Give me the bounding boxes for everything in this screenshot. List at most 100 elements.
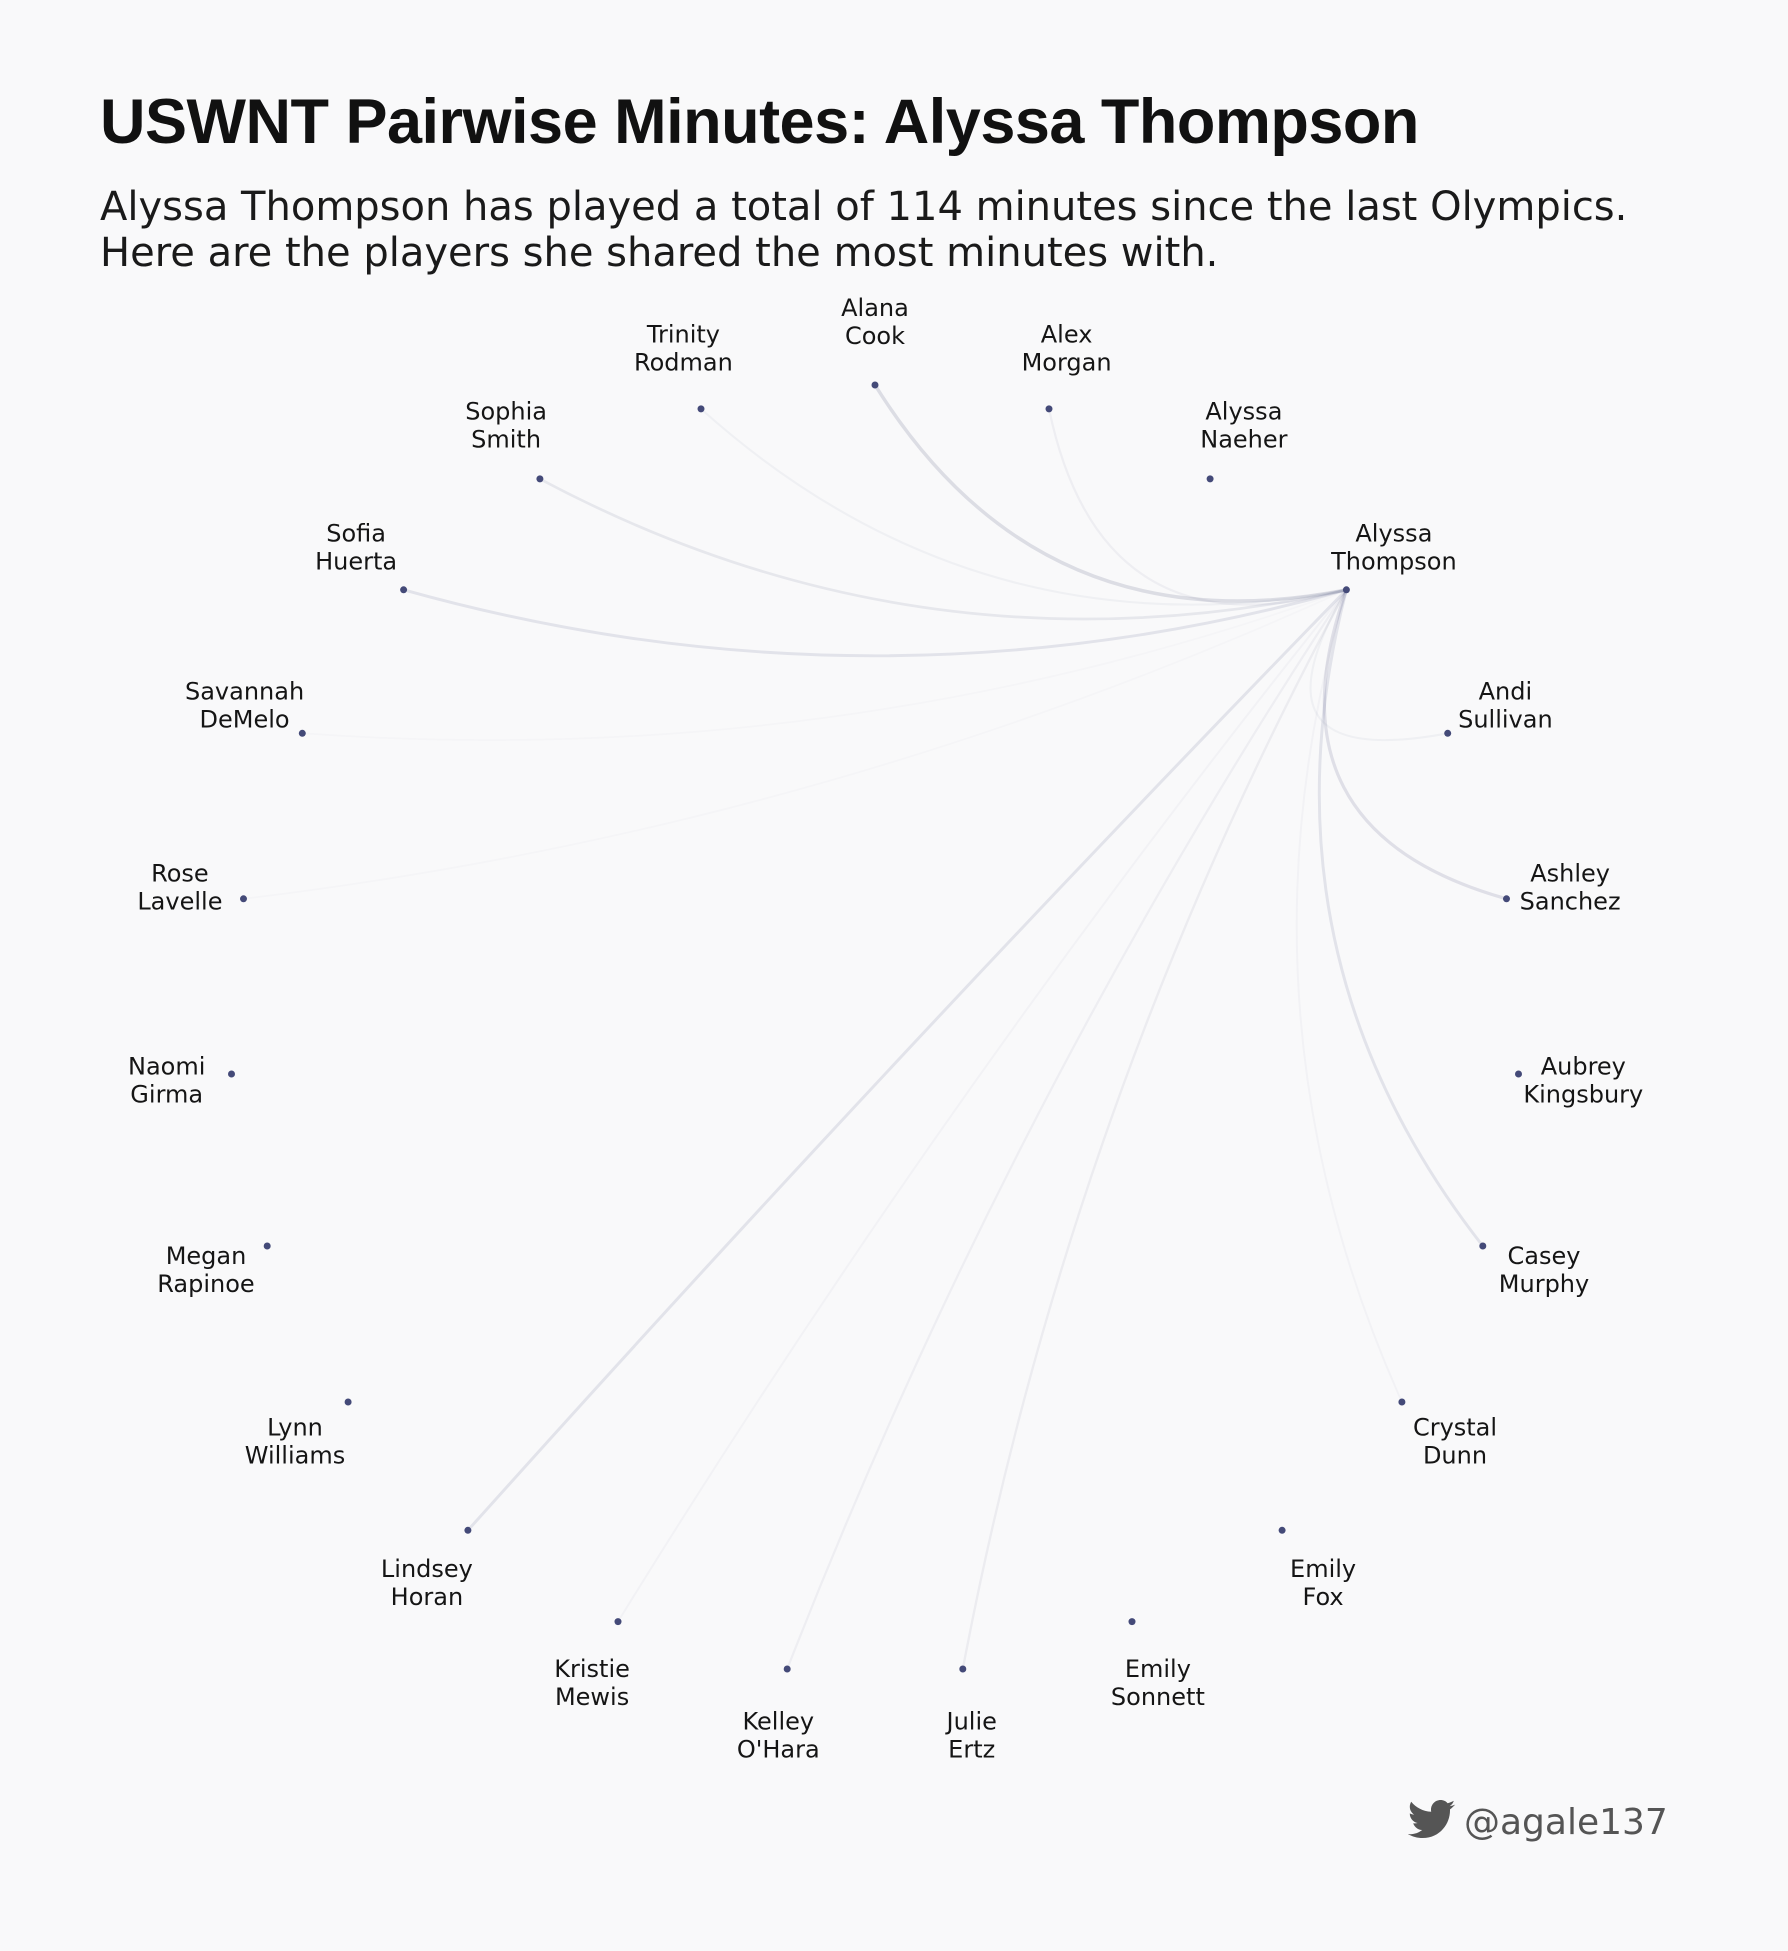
node-dot	[228, 1070, 235, 1078]
edge-ashley-sanchez	[1322, 588, 1509, 901]
node-casey-murphy: Casey Murphy	[1479, 1242, 1589, 1298]
node-last-name: Morgan	[1022, 348, 1112, 376]
node-last-name: Horan	[391, 1583, 464, 1611]
node-dot	[464, 1526, 472, 1534]
node-last-name: Sanchez	[1520, 888, 1621, 916]
edge-andi-sullivan	[1309, 588, 1449, 742]
node-label: Trinity Rodman	[634, 320, 733, 376]
node-dot	[1515, 1070, 1522, 1078]
node-emily-sonnett: Emily Sonnett	[1111, 1618, 1205, 1711]
node-last-name: Murphy	[1499, 1270, 1589, 1298]
node-label: Rose Lavelle	[137, 860, 222, 916]
node-label: Ashley Sanchez	[1520, 860, 1621, 916]
node-first-name: Megan	[166, 1242, 247, 1270]
node-lynn-williams: Lynn Williams	[245, 1398, 352, 1469]
node-crystal-dunn: Crystal Dunn	[1398, 1398, 1497, 1469]
node-label: Aubrey Kingsbury	[1523, 1053, 1643, 1109]
node-last-name: Kingsbury	[1523, 1081, 1643, 1109]
node-label: Kelley O'Hara	[737, 1707, 820, 1763]
node-last-name: Williams	[245, 1441, 345, 1469]
node-first-name: Julie	[945, 1707, 997, 1735]
edges-layer	[244, 383, 1509, 1671]
node-last-name: DeMelo	[200, 705, 290, 733]
node-sophia-smith: Sophia Smith	[465, 397, 547, 483]
node-sofia-huerta: Sofia Huerta	[315, 519, 408, 594]
node-label: Crystal Dunn	[1413, 1413, 1497, 1469]
node-dot	[697, 405, 705, 413]
node-alyssa-naeher: Alyssa Naeher	[1200, 397, 1288, 483]
edge-trinity-rodman	[699, 407, 1348, 606]
node-first-name: Naomi	[128, 1053, 205, 1081]
node-first-name: Andi	[1479, 677, 1533, 705]
edge-alana-cook	[873, 383, 1349, 603]
node-label: Emily Fox	[1290, 1555, 1356, 1611]
node-alex-morgan: Alex Morgan	[1022, 320, 1112, 413]
node-label: Savannah DeMelo	[185, 677, 304, 733]
node-last-name: Girma	[130, 1081, 203, 1109]
node-dot	[298, 729, 306, 737]
node-label: Julie Ertz	[945, 1707, 997, 1763]
node-last-name: Fox	[1303, 1583, 1344, 1611]
node-label: Alana Cook	[841, 294, 909, 350]
node-label: Sofia Huerta	[315, 519, 397, 575]
node-label: Lindsey Horan	[381, 1555, 473, 1611]
chart-title: USWNT Pairwise Minutes: Alyssa Thompson	[100, 87, 1419, 157]
node-dot	[1444, 729, 1452, 737]
node-first-name: Sophia	[465, 397, 547, 425]
edge-lindsey-horan	[466, 588, 1348, 1532]
node-first-name: Savannah	[185, 677, 304, 705]
node-first-name: Crystal	[1413, 1413, 1497, 1441]
edge-sofia-huerta	[402, 588, 1348, 658]
node-dot	[1503, 895, 1510, 903]
node-dot	[1342, 586, 1350, 594]
node-first-name: Kristie	[554, 1655, 630, 1683]
node-last-name: Rodman	[634, 348, 733, 376]
node-dot	[1206, 475, 1214, 483]
node-first-name: Emily	[1290, 1555, 1356, 1583]
node-julie-ertz: Julie Ertz	[945, 1665, 997, 1763]
node-first-name: Alyssa	[1205, 397, 1282, 425]
node-first-name: Lynn	[267, 1413, 323, 1441]
node-first-name: Trinity	[646, 320, 720, 348]
node-label: Lynn Williams	[245, 1413, 345, 1469]
node-label: Casey Murphy	[1499, 1242, 1589, 1298]
node-dot	[1398, 1398, 1406, 1406]
node-dot	[871, 381, 879, 389]
node-trinity-rodman: Trinity Rodman	[634, 320, 733, 413]
node-last-name: Cook	[845, 322, 905, 350]
node-dot	[240, 895, 247, 903]
author-credit: @agale137	[1407, 1800, 1668, 1844]
edge-crystal-dunn	[1295, 588, 1403, 1403]
edge-alex-morgan	[1047, 407, 1348, 606]
node-label: Alex Morgan	[1022, 320, 1112, 376]
node-emily-fox: Emily Fox	[1278, 1526, 1356, 1611]
node-first-name: Lindsey	[381, 1555, 473, 1583]
edge-kristie-mewis	[617, 588, 1348, 1623]
node-dot	[344, 1398, 352, 1406]
node-first-name: Kelley	[742, 1707, 814, 1735]
node-last-name: Smith	[471, 425, 541, 453]
node-dot	[400, 586, 408, 594]
node-label: Andi Sullivan	[1458, 677, 1553, 733]
edge-savannah-demelo	[302, 590, 1346, 740]
node-dot	[1479, 1242, 1487, 1250]
node-first-name: Emily	[1125, 1655, 1191, 1683]
node-last-name: Huerta	[315, 547, 397, 575]
node-dot	[1128, 1618, 1136, 1626]
node-last-name: O'Hara	[737, 1735, 820, 1763]
node-dot	[614, 1618, 622, 1626]
edge-rose-lavelle	[244, 590, 1347, 899]
node-last-name: Rapinoe	[157, 1270, 254, 1298]
node-savannah-demelo: Savannah DeMelo	[185, 677, 306, 737]
node-first-name: Casey	[1508, 1242, 1581, 1270]
node-label: Emily Sonnett	[1111, 1655, 1205, 1711]
node-last-name: Lavelle	[137, 888, 222, 916]
node-dot	[783, 1665, 791, 1673]
node-last-name: Sonnett	[1111, 1683, 1205, 1711]
node-dot	[959, 1665, 967, 1673]
node-last-name: Naeher	[1200, 425, 1287, 453]
node-dot	[263, 1242, 271, 1250]
node-dot	[1045, 405, 1053, 413]
